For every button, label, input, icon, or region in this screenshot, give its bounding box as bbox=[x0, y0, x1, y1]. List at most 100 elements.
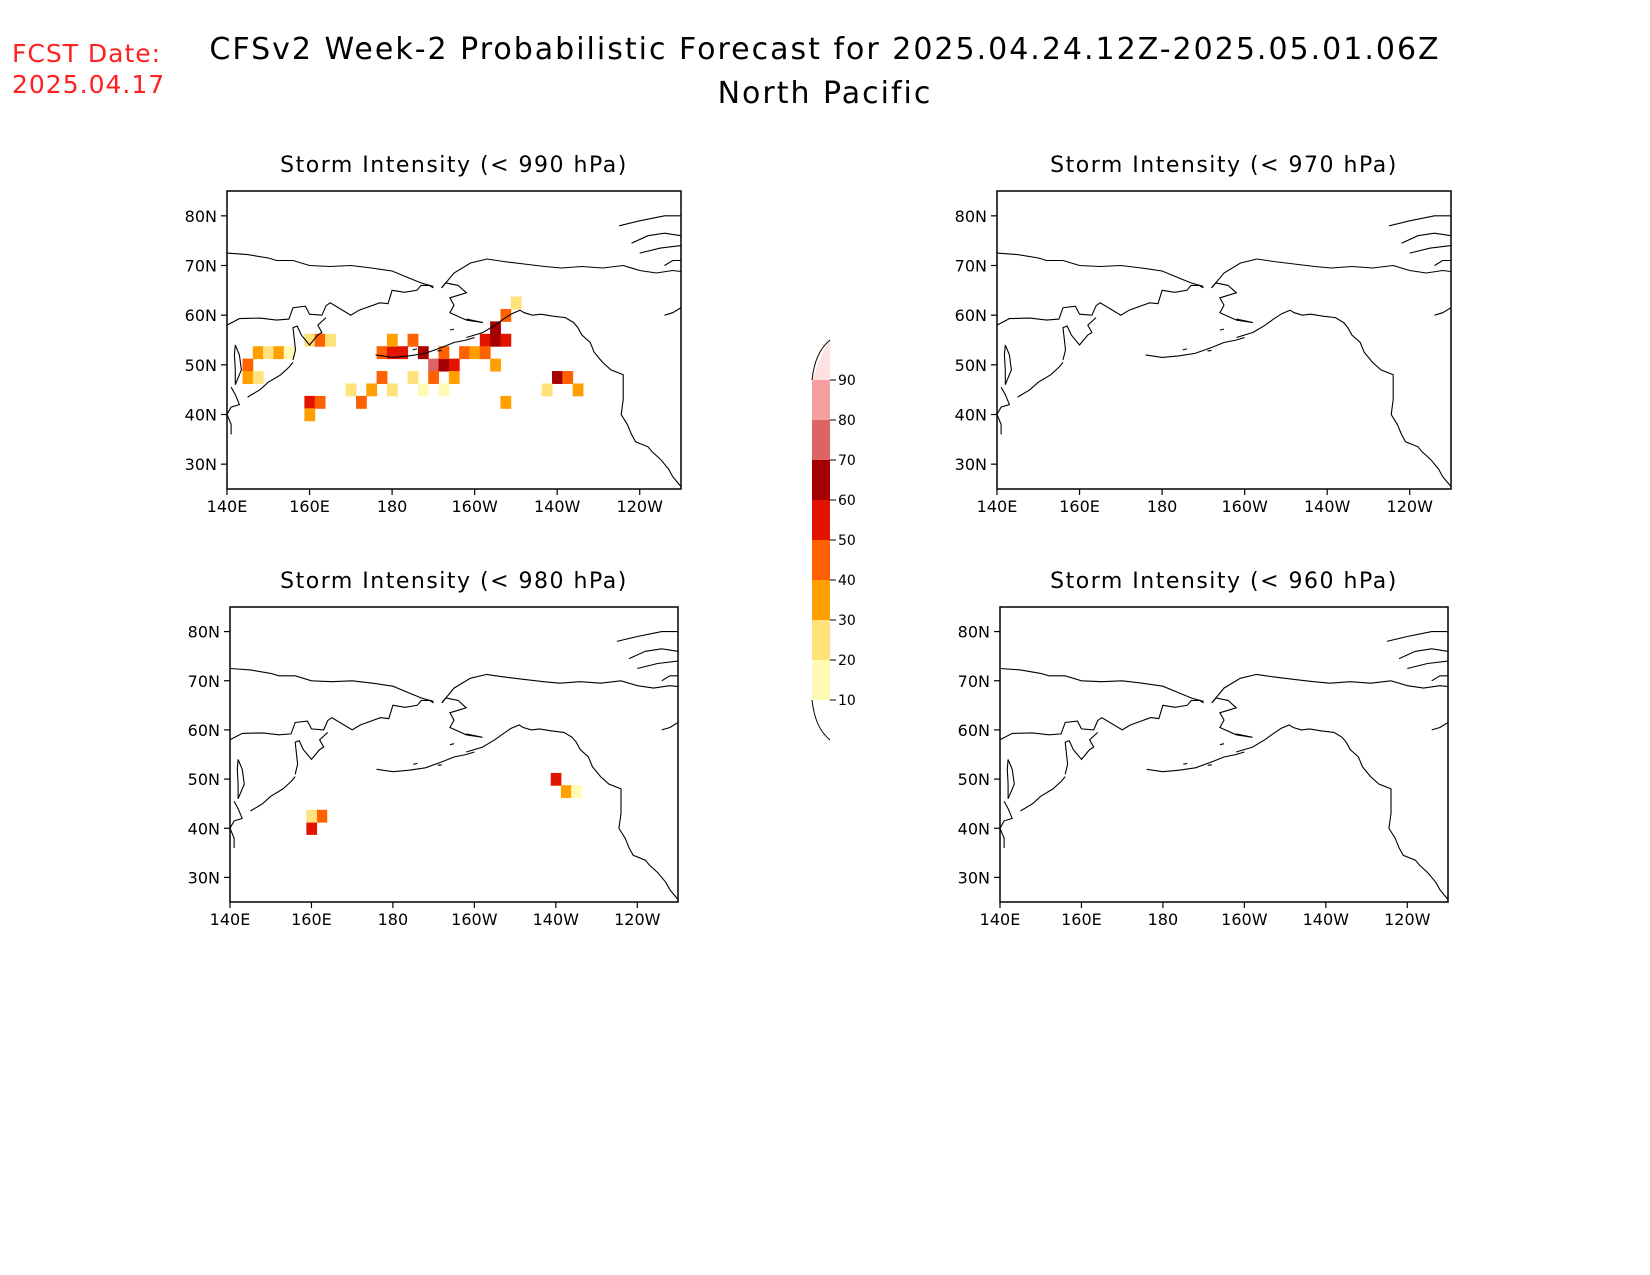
coastline bbox=[236, 759, 245, 800]
lon-tick-label: 120W bbox=[1387, 497, 1434, 516]
coastline bbox=[1398, 648, 1448, 660]
lon-tick-label: 120W bbox=[614, 910, 661, 929]
probability-cell bbox=[428, 358, 440, 372]
lat-tick-label: 60N bbox=[188, 721, 220, 740]
coastline bbox=[628, 648, 678, 660]
lat-tick-label: 30N bbox=[185, 455, 217, 474]
coastline bbox=[1388, 215, 1451, 227]
colorbar-top-outline bbox=[811, 339, 831, 381]
lat-tick-label: 30N bbox=[955, 455, 987, 474]
lat-tick-label: 80N bbox=[185, 207, 217, 226]
lat-tick-label: 60N bbox=[955, 306, 987, 325]
probability-cell bbox=[376, 346, 388, 360]
coastline bbox=[449, 743, 455, 746]
probability-cell bbox=[306, 822, 318, 835]
coastline bbox=[247, 362, 294, 398]
coastline bbox=[1017, 362, 1064, 398]
coastline bbox=[1219, 328, 1225, 331]
coastline bbox=[1236, 724, 1448, 900]
probability-cell bbox=[252, 346, 264, 360]
coastline bbox=[441, 673, 678, 704]
colorbar-segment bbox=[812, 500, 830, 540]
coastline bbox=[1003, 344, 1012, 385]
coastline bbox=[412, 348, 418, 351]
coastline bbox=[1407, 660, 1448, 670]
coastline bbox=[376, 751, 475, 773]
probability-cell bbox=[304, 395, 316, 409]
coastline bbox=[1000, 667, 1204, 702]
lat-tick-label: 40N bbox=[955, 406, 987, 425]
probability-cell bbox=[304, 408, 316, 422]
coastline bbox=[441, 282, 484, 324]
colorbar-label: 50 bbox=[838, 533, 856, 549]
coastline bbox=[1000, 699, 1204, 741]
lat-tick-label: 70N bbox=[958, 672, 990, 691]
probability-cell bbox=[469, 346, 481, 360]
lon-tick-label: 180 bbox=[378, 910, 409, 929]
coastline bbox=[1434, 259, 1451, 266]
storm-intensity-map-3: Storm Intensity (< 960 hPa) 140E 160E 180 16… bbox=[958, 569, 1449, 929]
probability-cell bbox=[490, 333, 501, 347]
probability-cell bbox=[438, 358, 450, 372]
lon-tick-label: 160E bbox=[1059, 497, 1100, 516]
lon-tick-label: 140W bbox=[1304, 497, 1351, 516]
coastline bbox=[631, 232, 681, 244]
coastline bbox=[227, 284, 434, 326]
storm-intensity-map-1: Storm Intensity (< 970 hPa) 140E 160E 180 16… bbox=[955, 153, 1452, 516]
panel-title: Storm Intensity (< 960 hPa) bbox=[1050, 569, 1398, 594]
coastline bbox=[375, 336, 475, 358]
coastline bbox=[661, 722, 678, 731]
coastline bbox=[1219, 743, 1225, 746]
lat-tick-label: 40N bbox=[188, 819, 220, 838]
colorbar: 10 20 30 40 50 60 70 80 90 bbox=[811, 339, 856, 741]
coastline bbox=[997, 252, 1204, 287]
coastline bbox=[1211, 282, 1254, 324]
colorbar-label: 10 bbox=[838, 693, 856, 709]
probability-cell bbox=[541, 383, 553, 397]
lat-tick-label: 30N bbox=[958, 868, 990, 887]
lon-tick-label: 180 bbox=[1147, 497, 1178, 516]
coastline bbox=[997, 284, 1204, 326]
storm-intensity-map-2: Storm Intensity (< 980 hPa) 140E 160E 180 16… bbox=[188, 569, 679, 929]
coastline bbox=[1409, 245, 1451, 254]
probability-cell bbox=[325, 333, 336, 347]
coastline bbox=[1211, 697, 1253, 738]
lat-tick-label: 60N bbox=[185, 306, 217, 325]
storm-intensity-map-0: Storm Intensity (< 990 hPa) 140E 160E 180 16… bbox=[185, 153, 682, 516]
probability-cell bbox=[355, 395, 367, 409]
colorbar-label: 40 bbox=[838, 573, 856, 589]
probability-cell bbox=[510, 296, 522, 310]
coastline bbox=[1386, 631, 1448, 642]
lon-tick-label: 160E bbox=[1061, 910, 1102, 929]
probability-cell bbox=[448, 371, 460, 384]
colorbar-label: 70 bbox=[838, 453, 856, 469]
lat-tick-label: 30N bbox=[188, 868, 220, 887]
colorbar-segment bbox=[812, 540, 830, 580]
lat-tick-label: 50N bbox=[958, 770, 990, 789]
coastline bbox=[1006, 759, 1015, 800]
lon-tick-label: 180 bbox=[377, 497, 408, 516]
lon-tick-label: 140E bbox=[980, 910, 1021, 929]
coastline bbox=[292, 317, 327, 361]
lon-tick-label: 160W bbox=[451, 497, 498, 516]
coastline bbox=[441, 258, 681, 289]
colorbar-segment bbox=[812, 660, 830, 700]
coastline bbox=[230, 800, 243, 848]
coastline bbox=[637, 660, 678, 670]
panel-title: Storm Intensity (< 990 hPa) bbox=[280, 153, 628, 178]
probability-cell bbox=[386, 383, 398, 397]
probability-cell bbox=[459, 346, 470, 360]
coastline bbox=[437, 349, 442, 352]
coastline bbox=[1146, 751, 1245, 773]
lon-tick-label: 140W bbox=[533, 910, 580, 929]
coastline bbox=[466, 309, 681, 487]
lat-tick-label: 40N bbox=[958, 819, 990, 838]
probability-cell bbox=[490, 358, 501, 372]
lon-tick-label: 140W bbox=[534, 497, 581, 516]
lon-tick-label: 160E bbox=[289, 497, 330, 516]
coastline bbox=[661, 675, 678, 682]
coastline bbox=[616, 631, 678, 642]
coastline bbox=[441, 697, 483, 738]
colorbar-label: 20 bbox=[838, 653, 856, 669]
